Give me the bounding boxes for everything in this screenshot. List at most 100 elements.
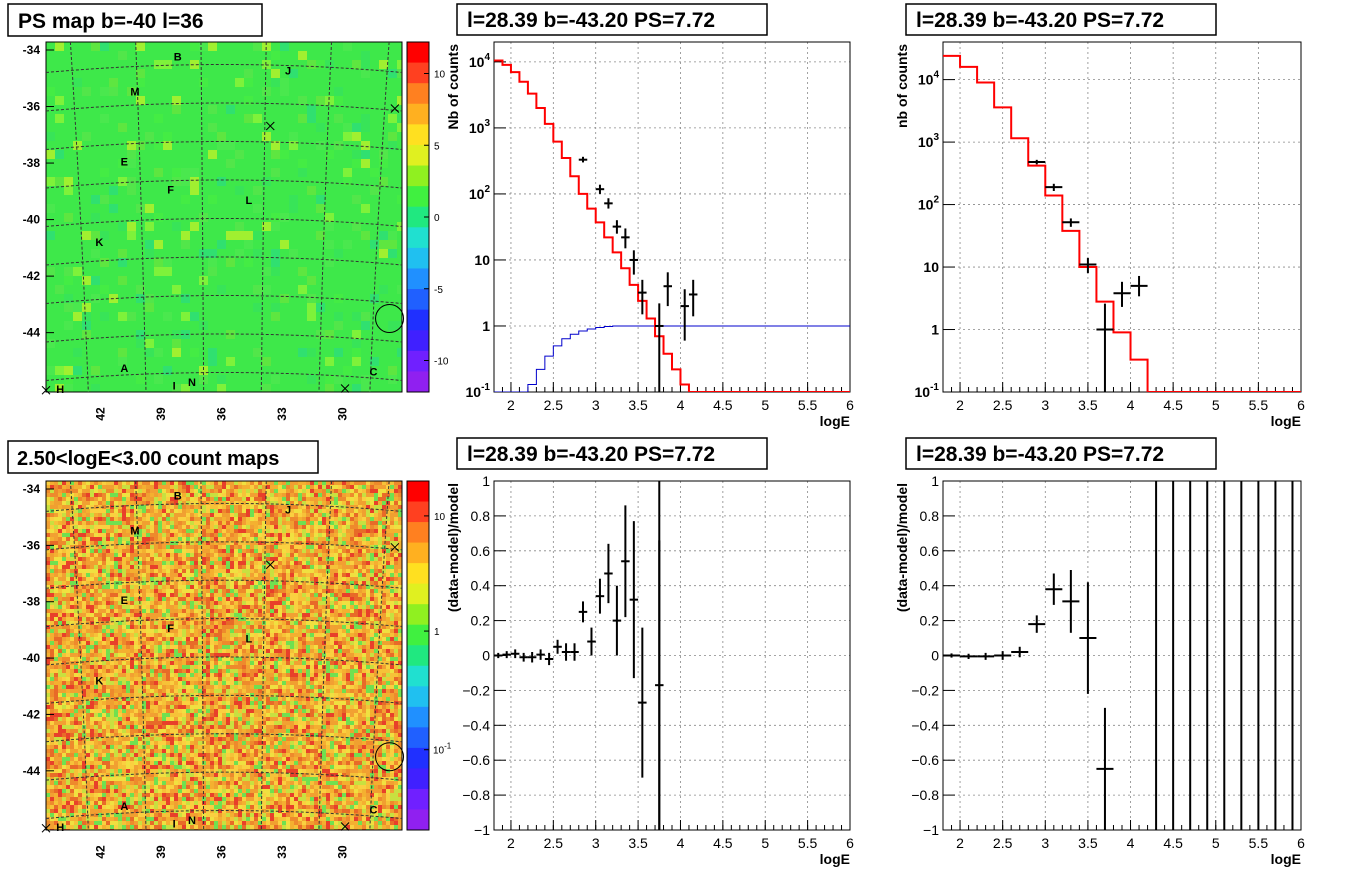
- heatmap-cell: [66, 509, 70, 513]
- heatmap-cell: [86, 573, 90, 577]
- heatmap-cell: [298, 186, 307, 195]
- heatmap-cell: [316, 303, 325, 312]
- heatmap-cell: [346, 481, 350, 485]
- heatmap-cell: [134, 509, 138, 513]
- heatmap-cell: [388, 267, 397, 276]
- heatmap-cell: [127, 186, 136, 195]
- heatmap-cell: [244, 114, 253, 123]
- heatmap-cell: [162, 481, 166, 485]
- heatmap-cell: [162, 553, 166, 557]
- heatmap-cell: [390, 541, 394, 545]
- heatmap-cell: [64, 195, 73, 204]
- heatmap-cell: [242, 561, 246, 565]
- heatmap-cell: [110, 493, 114, 497]
- heatmap-cell: [338, 517, 342, 521]
- heatmap-cell: [109, 276, 118, 285]
- heatmap-cell: [158, 541, 162, 545]
- heatmap-cell: [362, 613, 366, 617]
- heatmap-cell: [266, 585, 270, 589]
- heatmap-cell: [50, 525, 54, 529]
- heatmap-cell: [100, 204, 109, 213]
- heatmap-cell: [358, 505, 362, 509]
- heatmap-cell: [278, 521, 282, 525]
- heatmap-cell: [194, 565, 198, 569]
- heatmap-cell: [338, 585, 342, 589]
- heatmap-cell: [64, 276, 73, 285]
- heatmap-cell: [138, 545, 142, 549]
- heatmap-cell: [206, 609, 210, 613]
- heatmap-cell: [154, 150, 163, 159]
- heatmap-cell: [352, 78, 361, 87]
- heatmap-cell: [217, 69, 226, 78]
- heatmap-cell: [86, 593, 90, 597]
- heatmap-cell: [170, 569, 174, 573]
- heatmap-cell: [362, 497, 366, 501]
- heatmap-cell: [70, 569, 74, 573]
- heatmap-cell: [150, 481, 154, 485]
- heatmap-cell: [217, 177, 226, 186]
- heatmap-cell: [253, 285, 262, 294]
- heatmap-cell: [162, 605, 166, 609]
- heatmap-cell: [46, 525, 50, 529]
- heatmap-cell: [94, 481, 98, 485]
- heatmap-cell: [306, 585, 310, 589]
- heatmap-cell: [334, 513, 338, 517]
- heatmap-cell: [306, 485, 310, 489]
- heatmap-cell: [307, 87, 316, 96]
- heatmap-cell: [334, 249, 343, 258]
- heatmap-cell: [199, 150, 208, 159]
- heatmap-cell: [262, 525, 266, 529]
- heatmap-cell: [64, 150, 73, 159]
- heatmap-cell: [262, 195, 271, 204]
- heatmap-cell: [86, 565, 90, 569]
- heatmap-cell: [217, 123, 226, 132]
- heatmap-cell: [271, 69, 280, 78]
- longitude-line: [260, 41, 267, 393]
- heatmap-cell: [394, 593, 398, 597]
- y-tick-label: 1: [482, 318, 490, 334]
- heatmap-cell: [78, 521, 82, 525]
- heatmap-cell: [398, 493, 402, 497]
- heatmap-cell: [234, 545, 238, 549]
- heatmap-cell: [289, 276, 298, 285]
- heatmap-cell: [214, 485, 218, 489]
- heatmap-cell: [154, 569, 158, 573]
- heatmap-cell: [114, 605, 118, 609]
- heatmap-cell: [222, 533, 226, 537]
- heatmap-cell: [98, 517, 102, 521]
- heatmap-cell: [218, 549, 222, 553]
- heatmap-cell: [55, 204, 64, 213]
- heatmap-cell: [66, 513, 70, 517]
- heatmap-cell: [326, 533, 330, 537]
- heatmap-cell: [136, 348, 145, 357]
- heatmap-cell: [343, 96, 352, 105]
- heatmap-cell: [274, 573, 278, 577]
- heatmap-cell: [397, 375, 402, 384]
- heatmap-cell: [390, 605, 394, 609]
- heatmap-cell: [54, 501, 58, 505]
- heatmap-cell: [127, 366, 136, 375]
- heatmap-cell: [166, 609, 170, 613]
- heatmap-cell: [316, 114, 325, 123]
- heatmap-cell: [154, 366, 163, 375]
- x-axis-label: logE: [1271, 413, 1301, 429]
- heatmap-cell: [226, 384, 235, 392]
- heatmap-cell: [90, 541, 94, 545]
- heatmap-cell: [46, 601, 50, 605]
- heatmap-cell: [289, 159, 298, 168]
- heatmap-cell: [118, 384, 127, 392]
- heatmap-cell: [290, 597, 294, 601]
- heatmap-cell: [346, 553, 350, 557]
- heatmap-cell: [118, 553, 122, 557]
- heatmap-cell: [266, 601, 270, 605]
- heatmap-cell: [106, 541, 110, 545]
- heatmap-cell: [282, 493, 286, 497]
- heatmap-cell: [274, 601, 278, 605]
- heatmap-cell: [253, 141, 262, 150]
- heatmap-cell: [322, 525, 326, 529]
- heatmap-cell: [282, 529, 286, 533]
- heatmap-cell: [266, 573, 270, 577]
- heatmap-cell: [310, 501, 314, 505]
- heatmap-cell: [182, 545, 186, 549]
- heatmap-cell: [361, 96, 370, 105]
